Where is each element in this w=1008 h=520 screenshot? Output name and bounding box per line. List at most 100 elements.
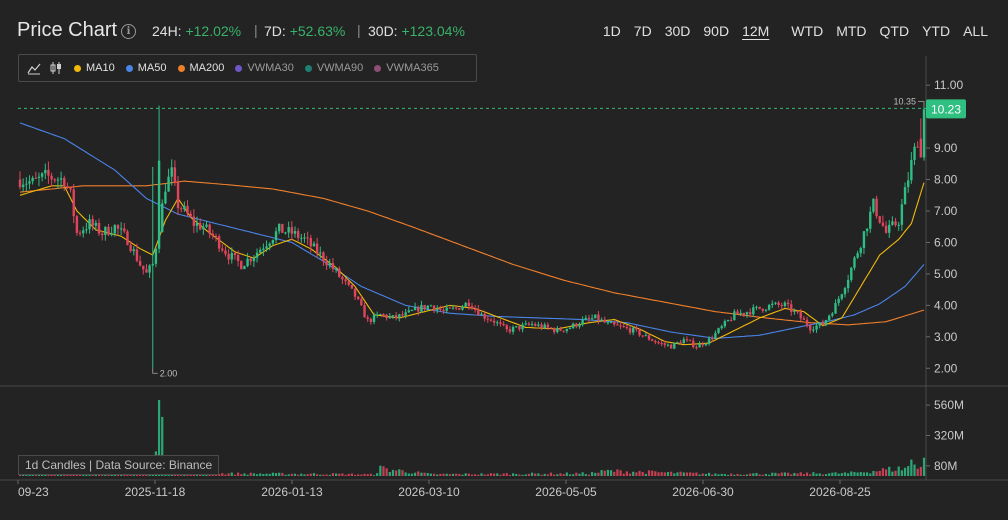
x-tick-label: 2026-06-30 <box>672 485 734 499</box>
candle-body <box>556 328 559 333</box>
volume-bar <box>534 473 537 476</box>
legend-vwma90[interactable]: VWMA90 <box>304 62 363 74</box>
volume-bar <box>707 472 711 476</box>
volume-bar <box>796 473 799 476</box>
line-chart-icon[interactable] <box>27 61 41 75</box>
legend-ma200[interactable]: MA200 <box>177 62 224 74</box>
range-ytd[interactable]: YTD <box>922 23 951 39</box>
high-marker-arrow <box>918 101 925 106</box>
candle-body <box>372 314 376 323</box>
volume-bar <box>881 468 885 476</box>
candle-body <box>328 263 331 266</box>
volume-bar <box>875 471 878 476</box>
volume-bar <box>730 473 733 476</box>
candle-body <box>227 253 230 260</box>
range-90d[interactable]: 90D <box>703 23 730 39</box>
volume-bar <box>910 459 913 476</box>
volume-bar <box>300 473 303 476</box>
x-tick-label: 2026-05-05 <box>535 485 597 499</box>
separator: | <box>254 22 258 38</box>
candle-body <box>413 306 417 311</box>
volume-bar <box>221 473 224 476</box>
grid <box>0 56 1008 481</box>
volume-bar <box>553 474 556 476</box>
candle-body <box>875 198 878 217</box>
candle-body <box>287 227 290 233</box>
candle-body <box>685 339 689 341</box>
candlestick-icon[interactable] <box>49 61 63 75</box>
volume-bar <box>824 474 828 476</box>
candle-body <box>59 178 63 180</box>
volume-bar <box>856 472 859 476</box>
volume-bar <box>265 473 268 476</box>
volume-bar <box>562 474 565 476</box>
range-12m[interactable]: 12M <box>742 23 770 39</box>
candle-body <box>872 198 875 212</box>
candle-body <box>717 328 720 333</box>
range-qtd[interactable]: QTD <box>879 23 910 39</box>
volume-bar <box>429 473 433 476</box>
candle-body <box>616 324 619 326</box>
candle-body <box>676 342 679 344</box>
volume-bar <box>568 474 572 476</box>
candle-body <box>859 248 862 254</box>
candle-body <box>606 322 610 324</box>
volume-bar <box>72 474 75 476</box>
legend-vwma30[interactable]: VWMA30 <box>235 62 294 74</box>
volume-bar <box>518 474 521 476</box>
volume-bar <box>284 474 287 476</box>
candle-body <box>271 240 275 244</box>
legend-ma50-label: MA50 <box>137 62 167 74</box>
volume-bar <box>616 469 619 476</box>
x-tick-label: 2026-01-13 <box>261 485 323 499</box>
candle-body <box>704 343 708 346</box>
legend-ma50[interactable]: MA50 <box>125 62 167 74</box>
legend-ma10[interactable]: MA10 <box>74 62 115 74</box>
range-1d[interactable]: 1D <box>602 23 621 39</box>
volume-bar <box>388 472 391 476</box>
volume-bar <box>587 474 591 476</box>
y-tick-label: 5.00 <box>934 267 958 281</box>
candle-body <box>679 342 682 344</box>
candle-body <box>170 167 173 177</box>
range-7d[interactable]: 7D <box>633 23 652 39</box>
legend-vwma365[interactable]: VWMA365 <box>374 62 439 74</box>
candle-body <box>894 221 897 225</box>
volume-bar <box>540 474 543 476</box>
info-icon[interactable]: i <box>121 24 136 39</box>
y-tick-label: 2.00 <box>934 361 958 375</box>
candle-body <box>489 319 493 321</box>
volume-bar <box>900 470 903 476</box>
candle-body <box>511 327 515 332</box>
candle-body <box>742 312 746 315</box>
candle-body <box>543 324 546 329</box>
volume-bar <box>59 474 63 476</box>
candle-body <box>82 230 85 234</box>
volume-bar <box>82 474 85 476</box>
candle-body <box>635 327 638 330</box>
candle-body <box>496 322 499 324</box>
candle-body <box>230 253 233 260</box>
candle-body <box>919 138 923 158</box>
range-all[interactable]: ALL <box>963 23 988 39</box>
range-mtd[interactable]: MTD <box>836 23 867 39</box>
volume-bar <box>249 472 252 476</box>
candle-body <box>224 250 227 254</box>
range-30d[interactable]: 30D <box>664 23 691 39</box>
candle-body <box>856 253 859 258</box>
range-wtd[interactable]: WTD <box>791 23 824 39</box>
volume-bar <box>556 474 559 476</box>
candle-body <box>790 304 793 312</box>
volume-bar <box>116 474 120 476</box>
candle-body <box>129 244 132 252</box>
volume-bar <box>793 472 796 476</box>
candle-body <box>388 316 392 319</box>
low-marker-arrow <box>152 368 158 374</box>
volume-bar <box>502 473 505 476</box>
candle-body <box>132 249 135 252</box>
candle-body <box>375 314 379 316</box>
volume-bar <box>344 474 347 476</box>
candle-body <box>809 325 812 331</box>
volume-bar <box>398 469 401 476</box>
candle-body <box>369 319 373 323</box>
